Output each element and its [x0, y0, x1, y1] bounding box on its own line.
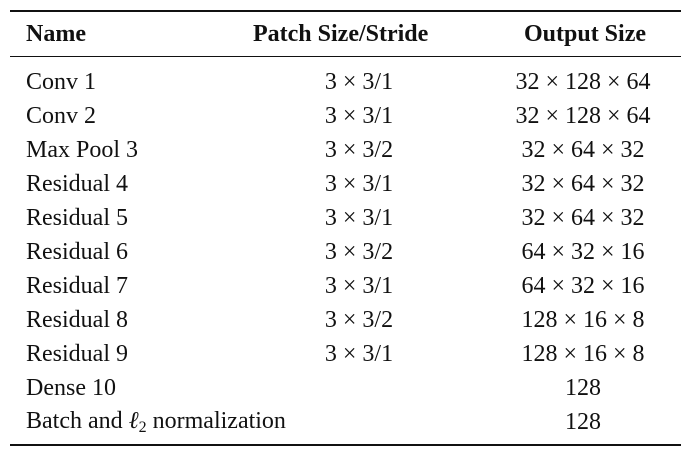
header-name: Name [26, 20, 86, 47]
table-row: Batch and ℓ2 normalization 128 [10, 405, 681, 439]
bottom-rule [10, 444, 681, 446]
cell-patch: 3 × 3/1 [324, 68, 394, 95]
cell-patch: 3 × 3/1 [324, 170, 394, 197]
cell-output: 32 × 128 × 64 [515, 102, 651, 129]
cell-name: Residual 6 [26, 238, 128, 265]
cell-name: Conv 1 [26, 68, 97, 95]
cell-output: 128 [565, 408, 601, 435]
cell-output: 128 [565, 374, 601, 401]
table-row: Residual 8 3 × 3/2 128 × 16 × 8 [10, 303, 681, 337]
header-patch: Patch Size/Stride [253, 20, 429, 47]
cell-output: 32 × 64 × 32 [521, 136, 645, 163]
cell-name: Residual 4 [26, 170, 128, 197]
norm-symbol: ℓ [128, 407, 139, 434]
cell-output: 64 × 32 × 16 [521, 238, 645, 265]
table-row: Residual 7 3 × 3/1 64 × 32 × 16 [10, 269, 681, 303]
cell-name: Residual 9 [26, 340, 128, 367]
architecture-table: Name Patch Size/Stride Output Size Conv … [10, 10, 681, 446]
header-rule [10, 56, 681, 57]
cell-output: 32 × 64 × 32 [521, 170, 645, 197]
norm-subscript: 2 [138, 418, 147, 436]
cell-patch [245, 371, 485, 405]
header-row: Name Patch Size/Stride Output Size [10, 12, 681, 56]
cell-name: Batch and ℓ2 normalization [10, 405, 485, 439]
cell-output: 128 × 16 × 8 [521, 340, 645, 367]
cell-patch: 3 × 3/2 [324, 136, 394, 163]
cell-patch: 3 × 3/2 [324, 306, 394, 333]
cell-patch: 3 × 3/1 [324, 102, 394, 129]
cell-name: Residual 7 [26, 272, 128, 299]
table-row: Residual 9 3 × 3/1 128 × 16 × 8 [10, 337, 681, 371]
table-row: Residual 6 3 × 3/2 64 × 32 × 16 [10, 235, 681, 269]
table-row: Dense 10 128 [10, 371, 681, 405]
cell-name: Conv 2 [26, 102, 97, 129]
cell-name: Residual 8 [26, 306, 128, 333]
table-row: Residual 5 3 × 3/1 32 × 64 × 32 [10, 201, 681, 235]
name-prefix: Batch and [26, 407, 129, 434]
name-suffix: normalization [146, 407, 286, 434]
table-row: Max Pool 3 3 × 3/2 32 × 64 × 32 [10, 133, 681, 167]
table-body: Conv 1 3 × 3/1 32 × 128 × 64 Conv 2 3 × … [10, 65, 681, 439]
cell-patch: 3 × 3/1 [324, 272, 394, 299]
cell-patch: 3 × 3/2 [324, 238, 394, 265]
table-row: Residual 4 3 × 3/1 32 × 64 × 32 [10, 167, 681, 201]
cell-name: Residual 5 [26, 204, 128, 231]
cell-output: 32 × 64 × 32 [521, 204, 645, 231]
header-output: Output Size [523, 20, 646, 47]
cell-name: Dense 10 [26, 374, 116, 401]
cell-output: 32 × 128 × 64 [515, 68, 651, 95]
cell-patch: 3 × 3/1 [324, 340, 394, 367]
cell-output: 64 × 32 × 16 [521, 272, 645, 299]
cell-patch: 3 × 3/1 [324, 204, 394, 231]
top-rule [10, 10, 681, 12]
table: Name Patch Size/Stride Output Size [10, 12, 681, 56]
table-row: Conv 2 3 × 3/1 32 × 128 × 64 [10, 99, 681, 133]
table-row: Conv 1 3 × 3/1 32 × 128 × 64 [10, 65, 681, 99]
cell-name: Max Pool 3 [26, 136, 139, 163]
cell-output: 128 × 16 × 8 [521, 306, 645, 333]
table-header: Name Patch Size/Stride Output Size [10, 12, 681, 56]
